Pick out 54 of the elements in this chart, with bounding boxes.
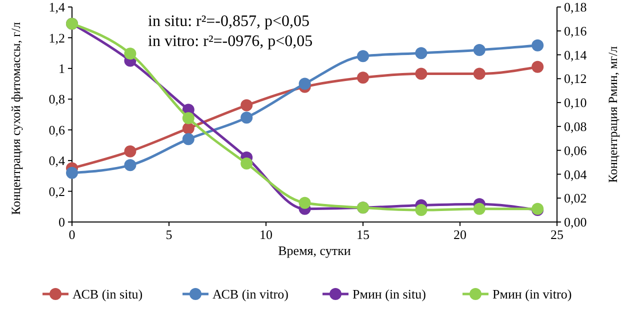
legend-label: АСВ (in situ)	[72, 286, 143, 302]
y2-tick-label: 0,06	[564, 142, 588, 158]
x-tick-label: 15	[356, 227, 370, 242]
y2-tick-label: 0,02	[564, 190, 587, 206]
point	[473, 202, 486, 215]
point	[182, 133, 194, 146]
point	[240, 99, 253, 112]
point	[415, 68, 428, 80]
point	[415, 204, 428, 216]
point	[473, 68, 486, 80]
legend-label: АСВ (in vitro)	[212, 286, 288, 302]
point	[532, 60, 544, 73]
y2-tick-label: 0,14	[564, 47, 588, 62]
y-tick-label: 0,6	[48, 122, 66, 138]
point	[124, 145, 136, 158]
legend-label: Рмин (in vitro)	[492, 286, 572, 302]
point	[240, 157, 253, 170]
point	[298, 78, 311, 90]
point	[415, 47, 428, 60]
point	[240, 112, 253, 124]
x-tick-label: 0	[68, 227, 76, 242]
y-tick-label: 1,2	[48, 30, 65, 46]
point	[66, 166, 78, 179]
y2-axis-title: Концентрация Рмин, мг/л	[606, 46, 620, 183]
y2-tick-label: 0,00	[564, 214, 587, 230]
point	[357, 50, 369, 62]
x-tick-label: 20	[454, 227, 466, 242]
annotation: in situ: r²=-0,857, p<0,05	[148, 13, 310, 30]
y2-tick-label: 0,04	[564, 166, 588, 182]
point	[124, 159, 136, 172]
y-tick-label: 0	[58, 214, 65, 230]
y-axis-title: Концентрация сухой фитомассы, г/л	[9, 22, 23, 215]
point	[473, 44, 486, 56]
y2-tick-label: 0,18	[564, 0, 587, 15]
point	[357, 72, 369, 84]
y-tick-label: 0,4	[48, 153, 66, 168]
y-tick-label: 0,2	[48, 184, 65, 199]
y-tick-label: 1,4	[48, 0, 66, 15]
y-tick-label: 0,8	[48, 92, 65, 107]
point	[182, 112, 194, 124]
x-tick-label: 5	[166, 227, 172, 242]
point	[124, 48, 136, 60]
point	[298, 196, 311, 209]
legend-label: Рмин (in situ)	[352, 286, 426, 302]
annotation: in vitro: r²=-0976, p<0,05	[148, 33, 313, 50]
point	[532, 39, 544, 52]
x-tick-label: 10	[260, 227, 272, 242]
y2-tick-label: 0,08	[564, 118, 587, 134]
y2-tick-label: 0,12	[564, 71, 587, 86]
x-axis-title: Время, сутки	[278, 243, 351, 258]
y-tick-label: 1	[58, 60, 65, 76]
y2-tick-label: 0,16	[564, 23, 588, 38]
x-tick-label: 25	[550, 227, 564, 242]
y2-tick-label: 0,10	[564, 95, 587, 110]
